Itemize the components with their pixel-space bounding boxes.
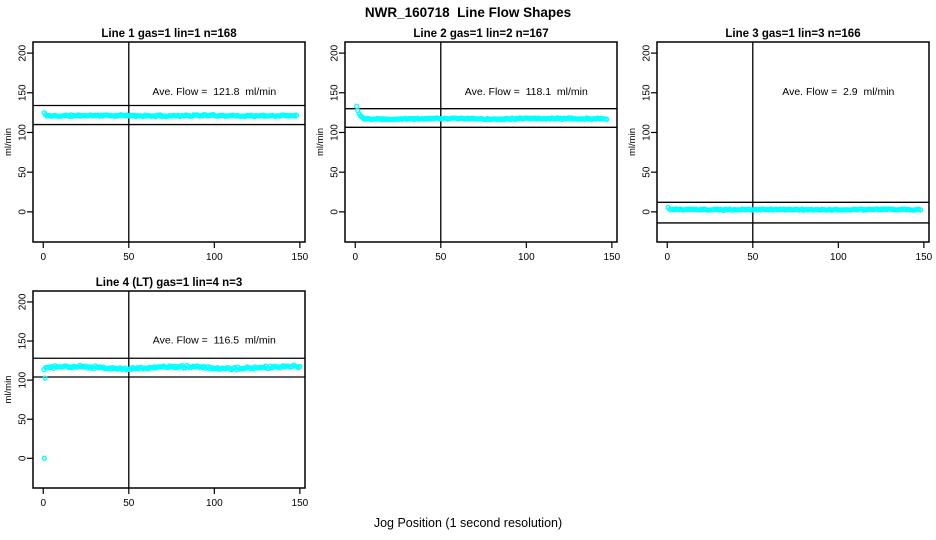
figure-title: NWR_160718 Line Flow Shapes — [364, 5, 572, 20]
data-point — [293, 112, 300, 118]
scatter-points — [353, 103, 610, 123]
x-tick-label: 150 — [916, 252, 933, 263]
subplot-title: Line 2 gas=1 lin=2 n=167 — [413, 28, 548, 40]
scatter-points — [41, 110, 300, 120]
subplot-line-2: Line 2 gas=1 lin=2 n=167 0 50 100 150 0 50 100 1… — [315, 28, 621, 263]
subplot-title: Line 3 gas=1 lin=3 n=166 — [725, 28, 860, 40]
y-tick-label: 50 — [642, 166, 653, 178]
subplot-line-4: Line 4 (LT) gas=1 lin=4 n=3 0 50 100 150 0 50 1… — [3, 277, 309, 509]
scatter-points — [665, 204, 924, 214]
x-tick-label: 0 — [40, 252, 46, 263]
panel-border — [32, 290, 306, 489]
data-point — [604, 116, 610, 122]
lead-data-point — [41, 366, 47, 373]
y-tick-label: 150 — [18, 84, 29, 101]
y-axis-label: ml/min — [3, 376, 14, 404]
x-tick-label: 50 — [123, 252, 135, 263]
x-tick-label: 0 — [352, 252, 358, 263]
lead-data-point — [42, 111, 49, 118]
x-tick-label: 50 — [123, 498, 135, 509]
x-tick-label: 150 — [604, 252, 621, 263]
ave-flow-annotation: Ave. Flow = 121.8 ml/min — [152, 86, 276, 98]
x-tick-label: 100 — [206, 498, 223, 509]
x-tick-label: 50 — [747, 252, 759, 263]
y-tick-label: 0 — [18, 455, 29, 461]
x-tick-label: 0 — [40, 498, 46, 509]
y-tick-label: 50 — [18, 166, 29, 178]
y-axis-label: ml/min — [627, 128, 638, 156]
subplot-title: Line 4 (LT) gas=1 lin=4 n=3 — [96, 277, 242, 289]
y-tick-label: 50 — [330, 166, 341, 178]
y-tick-label: 150 — [18, 332, 29, 349]
figure-x-axis-label: Jog Position (1 second resolution) — [373, 516, 563, 530]
ave-flow-annotation: Ave. Flow = 116.5 ml/min — [153, 334, 276, 346]
y-tick-label: 150 — [642, 84, 653, 101]
y-tick-label: 200 — [642, 44, 653, 61]
outlier-data-point — [42, 375, 48, 381]
x-tick-label: 100 — [206, 252, 223, 263]
y-tick-label: 200 — [18, 293, 29, 310]
ave-flow-annotation: Ave. Flow = 118.1 ml/min — [465, 86, 588, 98]
x-tick-label: 50 — [435, 252, 447, 263]
y-axis-label: ml/min — [315, 128, 326, 156]
data-point — [917, 207, 924, 213]
subplot-line-3: Line 3 gas=1 lin=3 n=166 0 50 100 150 0 50 100 1… — [627, 28, 933, 263]
panel-border — [344, 41, 618, 243]
y-tick-label: 100 — [18, 124, 29, 141]
x-tick-label: 150 — [292, 252, 309, 263]
y-tick-label: 50 — [18, 413, 29, 425]
y-tick-label: 100 — [18, 371, 29, 388]
lead-data-point — [353, 103, 360, 109]
lead-data-point — [360, 115, 366, 121]
ave-flow-annotation: Ave. Flow = 2.9 ml/min — [782, 86, 894, 98]
y-tick-label: 100 — [330, 124, 341, 141]
lead-data-point — [665, 204, 671, 211]
x-tick-label: 100 — [518, 252, 535, 263]
subplot-line-1: Line 1 gas=1 lin=1 n=168 0 50 100 150 0 50 100 1… — [3, 28, 309, 263]
y-tick-label: 200 — [330, 44, 341, 61]
outlier-data-point — [41, 455, 47, 461]
panel-border — [656, 41, 930, 243]
y-tick-label: 0 — [330, 209, 341, 215]
y-tick-label: 0 — [18, 209, 29, 215]
x-tick-label: 100 — [830, 252, 847, 263]
data-point — [297, 363, 303, 370]
y-tick-label: 100 — [642, 124, 653, 141]
y-tick-label: 150 — [330, 84, 341, 101]
x-tick-label: 150 — [292, 498, 309, 509]
y-tick-label: 200 — [18, 44, 29, 61]
y-tick-label: 0 — [642, 209, 653, 215]
x-tick-label: 0 — [664, 252, 670, 263]
subplot-title: Line 1 gas=1 lin=1 n=168 — [101, 28, 237, 40]
y-axis-label: ml/min — [3, 128, 14, 156]
scatter-points — [41, 362, 303, 461]
panel-border — [32, 41, 306, 243]
